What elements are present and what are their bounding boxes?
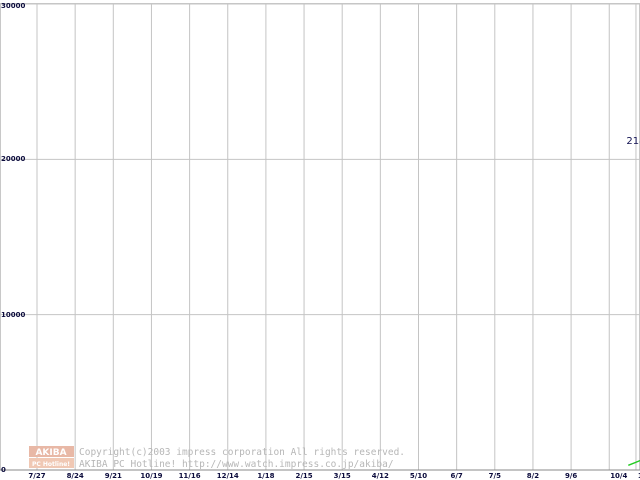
x-tick-label: 7/5 — [489, 472, 501, 480]
y-tick-label: 30000 — [1, 2, 25, 10]
x-tick-label: 9/6 — [565, 472, 577, 480]
x-tick-label: 3/15 — [334, 472, 351, 480]
data-labels: 21800179701748016480163801396096612 — [626, 136, 640, 147]
x-axis: 7/27 8/24 9/21 10/19 11/16 12/14 1/18 2/15 3/15 4… — [28, 472, 640, 480]
y-axis: 30000 20000 10000 0 — [1, 2, 25, 474]
logo-top-box — [29, 446, 74, 457]
logo-text: AKIBA — [35, 448, 66, 458]
x-tick-label: 7/27 — [28, 472, 45, 480]
x-tick-label: 4/12 — [372, 472, 389, 480]
x-tick-label: 10/4 — [610, 472, 627, 480]
x-tick-label: 6/7 — [450, 472, 462, 480]
series-line — [628, 459, 640, 466]
data-label: 21800 — [626, 136, 640, 147]
x-tick-label: 2/15 — [295, 472, 312, 480]
y-tick-label: 0 — [1, 466, 6, 474]
plot-frame — [0, 3, 640, 471]
logo-subtext: PC Hotline! — [32, 461, 70, 468]
x-tick-label: 11/16 — [179, 472, 201, 480]
x-tick-label: 12/14 — [217, 472, 239, 480]
x-tick-label: 10/19 — [140, 472, 162, 480]
watermark: AKIBA PC Hotline! Copyright(c)2003 impre… — [29, 446, 405, 470]
x-tick-label: 1/18 — [257, 472, 274, 480]
y-tick-label: 20000 — [1, 155, 25, 163]
x-tick-label: 9/21 — [105, 472, 122, 480]
x-tick-label: 8/2 — [527, 472, 539, 480]
y-tick-label: 10000 — [1, 311, 25, 319]
chart-grid — [0, 3, 640, 471]
site-url-text: AKIBA PC Hotline! http://www.watch.impre… — [79, 459, 394, 470]
copyright-text: Copyright(c)2003 impress corporation All… — [79, 447, 405, 458]
x-tick-label: 5/10 — [410, 472, 427, 480]
x-tick-label: 10/11 — [638, 472, 640, 480]
logo-bottom-box — [29, 458, 74, 468]
x-tick-label: 8/24 — [67, 472, 84, 480]
